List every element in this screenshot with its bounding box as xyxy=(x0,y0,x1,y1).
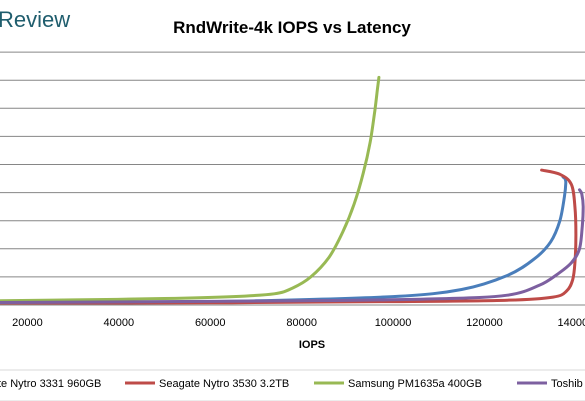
x-tick-label-4: 100000 xyxy=(375,317,412,329)
series-line-0 xyxy=(0,175,568,305)
chart-title: RndWrite-4k IOPS vs Latency xyxy=(173,18,411,37)
legend-label-0: te Nytro 3331 960GB xyxy=(0,378,101,390)
x-tick-label-5: 120000 xyxy=(466,317,503,329)
brand-logo-text: Review xyxy=(0,7,70,32)
x-tick-label-1: 40000 xyxy=(104,317,135,329)
x-tick-label-0: 20000 xyxy=(12,317,43,329)
series-lines xyxy=(0,75,585,305)
series-line-2 xyxy=(0,75,381,303)
x-tick-label-3: 80000 xyxy=(286,317,317,329)
legend-label-1: Seagate Nytro 3530 3.2TB xyxy=(159,378,289,390)
series-line-3 xyxy=(0,188,585,304)
gridlines xyxy=(0,51,585,278)
legend-label-3: Toshib xyxy=(551,378,583,390)
legend: te Nytro 3331 960GB Seagate Nytro 3530 3.… xyxy=(0,378,583,390)
legend-label-2: Samsung PM1635a 400GB xyxy=(348,378,482,390)
x-axis-title: IOPS xyxy=(299,339,325,351)
x-tick-label-6: 140000 xyxy=(558,317,585,329)
x-tick-label-2: 60000 xyxy=(195,317,226,329)
x-tick-labels: 20000 40000 60000 80000 100000 120000 140000 xyxy=(12,317,585,329)
